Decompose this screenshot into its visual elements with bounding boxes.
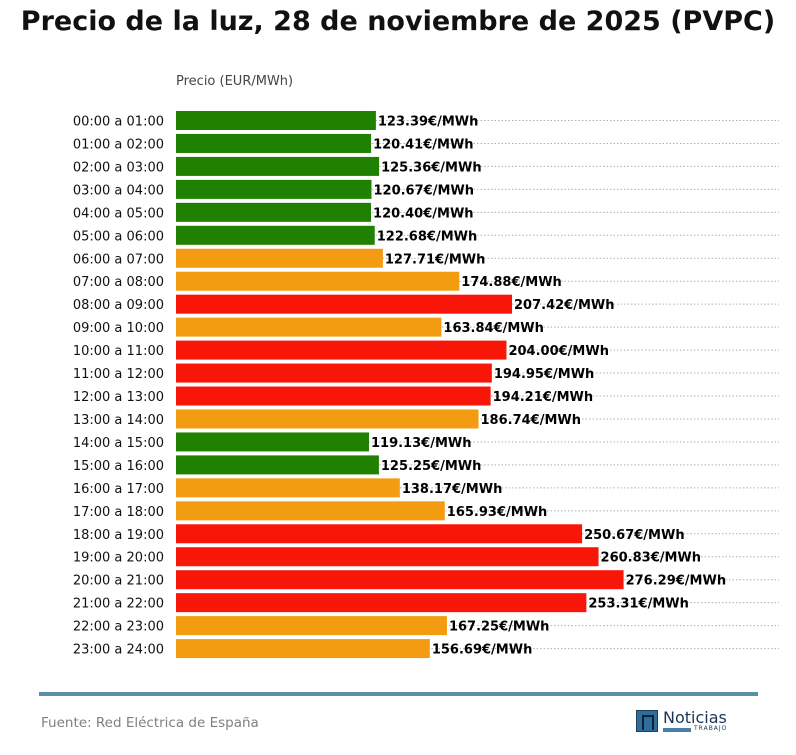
data-label: 138.17€/MWh <box>402 482 503 497</box>
data-label: 122.68€/MWh <box>377 229 478 244</box>
data-label: 165.93€/MWh <box>447 505 548 520</box>
bar <box>176 133 372 153</box>
bar <box>176 570 624 590</box>
data-label: 186.74€/MWh <box>481 413 582 428</box>
bar <box>176 111 376 130</box>
logo-subtitle: TRABAJO <box>694 725 728 732</box>
bar <box>176 501 445 521</box>
data-label: 204.00€/MWh <box>508 344 608 359</box>
tick-label: 20:00 a 21:00 <box>73 574 164 589</box>
tick-label: 00:00 a 01:00 <box>73 115 164 130</box>
data-label: 276.29€/MWh <box>626 574 727 589</box>
source-text: Fuente: Red Eléctrica de España <box>41 715 259 731</box>
data-label: 123.39€/MWh <box>378 115 479 130</box>
bar <box>176 248 383 268</box>
data-label: 120.41€/MWh <box>373 137 474 152</box>
bar <box>176 455 379 475</box>
data-label: 253.31€/MWh <box>588 597 689 612</box>
tick-label: 16:00 a 17:00 <box>73 482 164 497</box>
tick-label: 05:00 a 06:00 <box>73 229 164 244</box>
data-label: 125.36€/MWh <box>381 160 482 175</box>
bar <box>176 524 583 544</box>
tick-label: 11:00 a 12:00 <box>73 367 164 382</box>
bar <box>176 317 442 337</box>
tick-label: 08:00 a 09:00 <box>73 298 164 313</box>
data-label: 156.69€/MWh <box>432 643 532 658</box>
tick-label: 04:00 a 05:00 <box>73 206 164 221</box>
tick-label: 18:00 a 19:00 <box>73 528 164 543</box>
data-label: 167.25€/MWh <box>449 620 550 635</box>
bar <box>176 156 380 176</box>
bar <box>176 478 400 498</box>
data-label: 119.13€/MWh <box>371 436 472 451</box>
logo-name: Noticias <box>663 708 727 727</box>
data-label: 194.95€/MWh <box>494 367 594 382</box>
data-label: 125.25€/MWh <box>381 459 482 474</box>
tick-label: 22:00 a 23:00 <box>73 620 164 635</box>
tick-label: 10:00 a 11:00 <box>73 344 164 359</box>
bar <box>176 593 587 613</box>
tick-label: 14:00 a 15:00 <box>73 436 164 451</box>
tick-label: 12:00 a 13:00 <box>73 390 164 405</box>
tick-label: 02:00 a 03:00 <box>73 160 164 175</box>
bar <box>176 340 507 360</box>
page-title: Precio de la luz, 28 de noviembre de 202… <box>20 6 776 37</box>
data-label: 120.67€/MWh <box>373 183 474 198</box>
bar <box>176 616 447 636</box>
bar <box>176 294 513 314</box>
tick-label: 06:00 a 07:00 <box>73 252 164 267</box>
x-axis-label: Precio (EUR/MWh) <box>176 74 294 89</box>
tick-label: 17:00 a 18:00 <box>73 505 164 520</box>
tick-label: 03:00 a 04:00 <box>73 183 164 198</box>
bar <box>176 409 479 429</box>
logo-mark-icon <box>636 710 658 732</box>
tick-label: 01:00 a 02:00 <box>73 137 164 152</box>
bar <box>176 202 372 222</box>
noticias-trabajo-logo[interactable]: Noticias TRABAJO <box>636 708 736 735</box>
logo-underline <box>663 728 691 732</box>
tick-label: 15:00 a 16:00 <box>73 459 164 474</box>
bar-chart: 00:00 a 01:00 123.39€/MWh 01:00 a 02:00 120… <box>73 111 779 659</box>
bar <box>176 363 492 383</box>
bar <box>176 547 599 567</box>
data-label: 250.67€/MWh <box>584 528 685 543</box>
tick-label: 09:00 a 10:00 <box>73 321 164 336</box>
bar <box>176 225 375 245</box>
tick-label: 07:00 a 08:00 <box>73 275 164 290</box>
tick-label: 21:00 a 22:00 <box>73 597 164 612</box>
data-label: 174.88€/MWh <box>461 275 562 290</box>
tick-label: 19:00 a 20:00 <box>73 551 164 566</box>
tick-label: 13:00 a 14:00 <box>73 413 164 428</box>
bar <box>176 432 369 452</box>
data-label: 194.21€/MWh <box>493 390 594 405</box>
data-label: 163.84€/MWh <box>443 321 543 336</box>
data-label: 260.83€/MWh <box>601 551 702 566</box>
data-label: 207.42€/MWh <box>514 298 615 313</box>
data-label: 120.40€/MWh <box>373 206 474 221</box>
bar <box>176 639 430 659</box>
bar <box>176 179 372 199</box>
bar <box>176 386 491 406</box>
tick-label: 23:00 a 24:00 <box>73 643 164 658</box>
data-label: 127.71€/MWh <box>385 252 486 267</box>
bar <box>176 271 460 291</box>
footer-divider <box>39 692 758 696</box>
